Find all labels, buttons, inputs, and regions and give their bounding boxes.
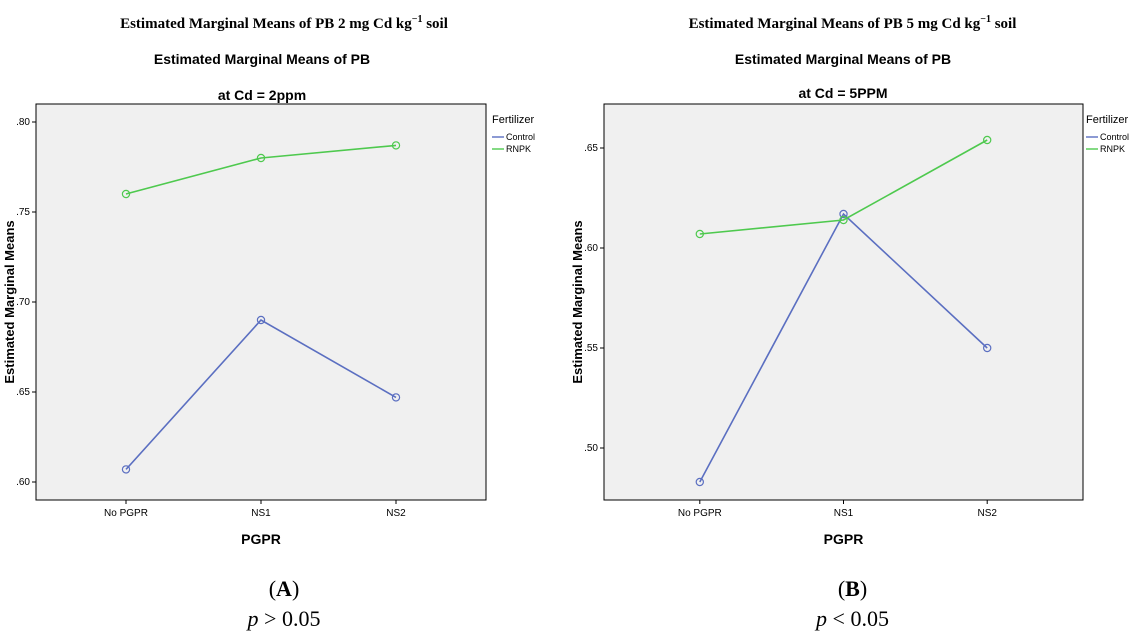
- x-tick-label: NS2: [386, 508, 406, 519]
- heading-tail: soil: [422, 16, 448, 32]
- chart-subtitle: at Cd = 5PPM: [798, 85, 887, 101]
- data-point-rnpk: [256, 153, 266, 163]
- y-tick-label: .75: [16, 207, 30, 218]
- legend-label-rnpk: RNPK: [506, 144, 531, 154]
- panel-letter-text: B: [845, 576, 860, 601]
- heading-tail: soil: [990, 16, 1017, 32]
- plot-area: [35, 103, 487, 501]
- chart-panel-b: Estimated Marginal Means of PB 5 mg Cd k…: [568, 0, 1137, 644]
- heading-superscript: −1: [411, 14, 423, 25]
- panel-letter: (A): [268, 576, 300, 601]
- chart-panel-a: Estimated Marginal Means of PB 2 mg Cd k…: [0, 0, 568, 644]
- series-line-control: [699, 212, 988, 483]
- p-value-text: > 0.05: [258, 606, 321, 631]
- data-point-control: [121, 465, 131, 474]
- chart-svg: Estimated Marginal Means of PB at Cd = 2p…: [2, 51, 535, 547]
- data-point-rnpk: [695, 229, 704, 239]
- x-axis-label: PGPR: [824, 531, 864, 547]
- y-tick-label: .65: [584, 143, 598, 154]
- chart-title: Estimated Marginal Means of PB: [154, 51, 370, 67]
- p-symbol: p: [247, 606, 259, 631]
- heading-main: Estimated Marginal Means of PB 5 mg Cd k…: [688, 16, 981, 32]
- chart-svg: Estimated Marginal Means of PB at Cd = 5P…: [570, 51, 1129, 547]
- figure-heading: Estimated Marginal Means of PB 2 mg Cd k…: [0, 14, 568, 33]
- legend-title: Fertilizer: [492, 114, 535, 126]
- data-point-control: [391, 393, 401, 402]
- data-point-control: [983, 343, 992, 353]
- y-tick-label: .80: [16, 117, 30, 128]
- data-point-control: [256, 315, 266, 325]
- heading-superscript: −1: [980, 14, 991, 25]
- legend-label-control: Control: [506, 132, 535, 142]
- x-tick-label: NS2: [977, 508, 997, 519]
- y-tick-label: .55: [584, 343, 598, 354]
- panel-letter: (B): [837, 576, 868, 601]
- panel-letter-text: A: [276, 576, 292, 601]
- legend-label-rnpk: RNPK: [1100, 144, 1125, 154]
- y-tick-label: .50: [584, 443, 598, 454]
- data-point-rnpk: [983, 135, 992, 145]
- x-axis-label: PGPR: [241, 531, 281, 547]
- y-axis-label: Estimated Marginal Means: [570, 220, 585, 383]
- x-tick-label: No PGPR: [678, 508, 722, 519]
- y-tick-label: .65: [16, 387, 30, 398]
- series-line-control: [125, 318, 397, 470]
- p-value: p > 0.05: [0, 606, 568, 632]
- legend-title: Fertilizer: [1086, 114, 1129, 126]
- chart-title: Estimated Marginal Means of PB: [735, 51, 951, 67]
- data-point-control: [839, 209, 848, 219]
- data-point-rnpk: [121, 189, 131, 199]
- figure-heading: Estimated Marginal Means of PB 5 mg Cd k…: [568, 14, 1137, 33]
- data-point-rnpk: [391, 141, 401, 150]
- series-line-rnpk: [125, 144, 397, 195]
- y-tick-label: .70: [16, 297, 30, 308]
- y-axis-label: Estimated Marginal Means: [2, 220, 17, 383]
- legend-label-control: Control: [1100, 132, 1129, 142]
- heading-main: Estimated Marginal Means of PB 2 mg Cd k…: [120, 16, 412, 32]
- x-tick-label: NS1: [251, 508, 271, 519]
- p-symbol: p: [816, 606, 828, 631]
- x-tick-label: No PGPR: [104, 508, 148, 519]
- y-tick-label: .60: [584, 243, 598, 254]
- y-tick-label: .60: [16, 477, 30, 488]
- p-value: p < 0.05: [568, 606, 1137, 632]
- p-value-text: < 0.05: [827, 606, 889, 631]
- data-point-control: [695, 477, 704, 487]
- x-tick-label: NS1: [834, 508, 854, 519]
- plot-area: [603, 103, 1084, 501]
- series-line-rnpk: [699, 139, 988, 235]
- data-point-rnpk: [839, 215, 848, 225]
- chart-subtitle: at Cd = 2ppm: [218, 87, 306, 103]
